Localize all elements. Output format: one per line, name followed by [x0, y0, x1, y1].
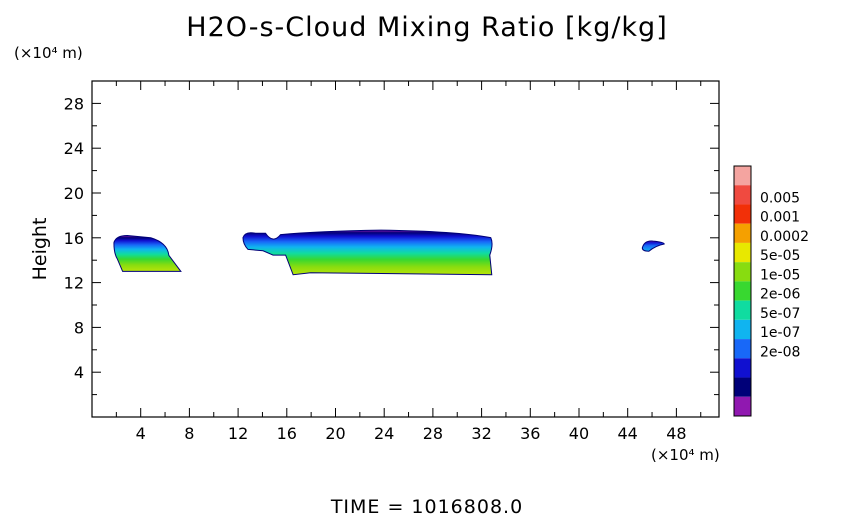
cloud-region: [242, 229, 493, 276]
colorbar-swatch: [734, 339, 751, 359]
colorbar-frame: [733, 165, 752, 417]
colorbar-swatch: [734, 281, 751, 301]
y-axis-title: Height: [29, 218, 51, 281]
colorbar-swatch: [734, 377, 751, 397]
x-tick-label: 28: [423, 424, 443, 443]
y-tick-label: 12: [64, 274, 84, 293]
x-tick-label: 8: [184, 424, 194, 443]
x-tick-label: 40: [569, 424, 589, 443]
cloud-region: [113, 235, 182, 272]
y-axis: 4 8 12 16 20 24 28: [64, 80, 719, 396]
chart-title: H2O-s-Cloud Mixing Ratio [kg/kg]: [186, 12, 668, 43]
colorbar-swatch: [734, 358, 751, 378]
colorbar-swatch: [734, 300, 751, 320]
colorbar-swatch: [734, 242, 751, 263]
colorbar-label: 1e-07: [760, 325, 800, 341]
time-label: TIME = 1016808.0: [330, 496, 524, 518]
colorbar-swatch: [734, 166, 751, 186]
y-tick-label: 4: [74, 363, 84, 382]
x-tick-label: 32: [471, 424, 491, 443]
x-axis-unit: (×10⁴ m): [651, 446, 720, 464]
colorbar-label: 2e-06: [760, 287, 800, 303]
colorbar-label: 2e-08: [760, 344, 800, 360]
y-tick-label: 24: [64, 139, 84, 158]
y-axis-unit: (×10⁴ m): [14, 44, 83, 62]
y-tick-label: 20: [64, 184, 84, 203]
colorbar-label: 1e-05: [760, 267, 800, 283]
y-tick-label: 8: [74, 318, 84, 337]
x-tick-label: 4: [136, 424, 146, 443]
colorbar-swatch: [734, 396, 751, 416]
colorbar-swatch: [734, 223, 751, 243]
colorbar-swatch: [734, 185, 751, 205]
x-tick-label: 36: [520, 424, 540, 443]
x-tick-label: 16: [277, 424, 297, 443]
y-tick-label: 28: [64, 94, 84, 113]
cloud-field: [113, 229, 665, 276]
colorbar-swatch: [734, 262, 751, 282]
colorbar-label: 5e-05: [760, 248, 800, 264]
colorbar-label: 5e-07: [760, 306, 800, 322]
colorbar: 0.005 0.001 0.0002 5e-05 1e-05 2e-06 5e-07 1e-0…: [733, 165, 809, 417]
colorbar-label: 0.005: [760, 190, 800, 206]
x-tick-label: 24: [374, 424, 394, 443]
cloud-region: [641, 240, 665, 252]
x-tick-label: 12: [228, 424, 248, 443]
colorbar-label: 0.001: [760, 210, 800, 226]
y-tick-label: 16: [64, 229, 84, 248]
colorbar-swatch: [734, 204, 751, 224]
plot-frame: [91, 80, 720, 418]
colorbar-swatch: [734, 319, 751, 340]
x-tick-label: 48: [666, 424, 686, 443]
x-axis: 4 8 12 16 20 24 28 32 36 40 44 48: [115, 81, 702, 443]
colorbar-label: 0.0002: [760, 229, 809, 245]
x-tick-label: 20: [325, 424, 345, 443]
x-tick-label: 44: [618, 424, 638, 443]
